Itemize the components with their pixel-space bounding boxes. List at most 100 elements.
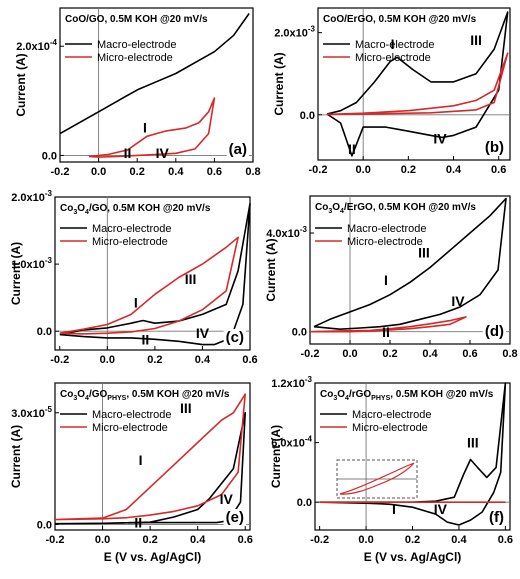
plot-frame <box>59 7 254 163</box>
legend-entry: Micro-electrode <box>92 236 168 248</box>
peak-annotation: I <box>134 295 138 311</box>
x-tick-label: -0.2 <box>301 348 320 360</box>
panel-label: (c) <box>226 329 244 346</box>
peak-annotation: II <box>134 514 142 530</box>
x-tick-label: 0.6 <box>491 164 506 176</box>
y-tick-label: 0.0 <box>37 519 52 531</box>
peak-annotation: IV <box>220 491 234 507</box>
x-tick-label: 0.2 <box>405 534 420 546</box>
micro-electrodecurve <box>309 316 467 333</box>
panel-f: -0.2 0.0 0.2 0.4 0.6 0.0 6.0x10-4 1.2x10-3 Curre… <box>269 375 513 564</box>
peak-annotation: IV <box>434 501 448 517</box>
x-axis-label: E (V vs. Ag/AgCl) <box>104 550 202 564</box>
panel-label-bg <box>223 329 246 346</box>
micro-electrodecurve <box>88 97 216 158</box>
y-axis-label: Current (A) <box>14 53 28 116</box>
legend-entry: Micro-electrode <box>352 422 428 434</box>
peak-annotation: II <box>124 145 132 161</box>
y-tick-label: 0.0 <box>37 326 52 338</box>
peak-annotation: I <box>384 272 388 288</box>
y-tick-label: 2.0x10-3 <box>274 25 315 40</box>
x-tick-label: 0.8 <box>245 166 260 178</box>
y-axis-label: Current (A) <box>9 242 23 305</box>
peak-annotation: II <box>141 332 149 348</box>
macro-electrodecurve <box>313 197 507 330</box>
peak-annotation: IV <box>196 325 210 341</box>
panel-title: CoO/GO, 0.5M KOH @20 mV/s <box>65 14 208 25</box>
y-tick-label: 2.0x10-3 <box>11 189 52 204</box>
x-tick-label: 0.6 <box>498 534 513 546</box>
macro-electrodecurve <box>326 11 509 157</box>
x-tick-label: -0.2 <box>46 534 65 546</box>
x-tick-label: 0.2 <box>401 164 416 176</box>
x-tick-label: 0.8 <box>502 348 517 360</box>
macro-electrodecurve <box>54 412 246 525</box>
y-axis-label: Current (A) <box>272 52 286 115</box>
x-tick-label: 0.6 <box>207 166 222 178</box>
inset-zoom-box <box>336 459 418 499</box>
x-tick-label: 0.2 <box>142 534 157 546</box>
panel-label: (f) <box>489 509 504 526</box>
legend-entry: Macro-electrode <box>92 223 171 235</box>
y-axis-label: Current (A) <box>9 425 23 488</box>
panel-label: (a) <box>229 141 247 158</box>
x-tick-label: 0.2 <box>130 166 145 178</box>
x-tick-label: 0.6 <box>242 354 257 366</box>
x-tick-label: 0.6 <box>238 534 253 546</box>
x-tick-label: 0.0 <box>100 354 115 366</box>
plot-frame <box>54 382 251 531</box>
legend-entry: Macro-electrode <box>347 223 426 235</box>
peak-annotation: II <box>348 141 356 157</box>
panel-label: (b) <box>485 139 504 156</box>
y-tick-label: 6.0x10-4 <box>271 435 312 450</box>
panel-title: Co3O4/GOPHYS, 0.5M KOH @20 mV/s <box>60 389 230 402</box>
peak-annotation: III <box>180 400 192 416</box>
x-tick-label: -0.2 <box>51 166 70 178</box>
panel-title: CoO/ErGO, 0.5M KOH @20 mV/s <box>323 14 477 25</box>
panel-label-bg <box>223 509 246 526</box>
peak-annotation: III <box>470 32 482 48</box>
x-tick-label: 0.2 <box>147 354 162 366</box>
y-tick-label: 1.0x10-3 <box>11 256 52 271</box>
x-tick-label: 0.0 <box>358 534 373 546</box>
panel-title: Co3O4/GO, 0.5M KOH @20 mV/s <box>60 203 211 216</box>
plot-frame <box>317 7 511 161</box>
y-tick-label: 0.0 <box>42 150 57 162</box>
panel-title: Co3O4/rGOPHYS, 0.5M KOH @20 mV/s <box>320 389 494 402</box>
legend-entry: Micro-electrode <box>347 236 423 248</box>
macro-electrodecurve <box>59 202 251 346</box>
y-tick-label: 3.0x10-5 <box>11 405 52 420</box>
peak-annotation: III <box>418 245 430 261</box>
micro-electrodecurve <box>326 52 509 116</box>
legend-entry: Macro-electrode <box>92 409 171 421</box>
peak-annotation: II <box>382 324 390 340</box>
panel-label-bg <box>226 141 249 158</box>
peak-annotation: I <box>143 120 147 136</box>
x-tick-label: -0.2 <box>310 534 329 546</box>
plot-frame <box>54 196 251 351</box>
peak-annotation: I <box>391 36 395 52</box>
panel-b: -0.2 0.0 0.2 0.4 0.6 0.0 2.0x10-3 Current (A) Co… <box>272 7 511 176</box>
legend-entry: Macro-electrode <box>355 39 434 51</box>
macro-electrodecurve <box>59 13 250 135</box>
x-tick-label: 0.4 <box>190 534 206 546</box>
legend-entry: Micro-electrode <box>97 52 173 64</box>
y-tick-label: 1.2x10-3 <box>271 375 312 390</box>
panel-label: (e) <box>226 509 244 526</box>
legend-entry: Macro-electrode <box>97 39 176 51</box>
micro-electrodecurve <box>54 393 246 521</box>
peak-annotation: IV <box>156 145 170 161</box>
x-tick-label: 0.4 <box>446 164 462 176</box>
panel-c: -0.2 0.0 0.2 0.4 0.6 0.0 1.0x10-3 2.0x10-3 Curre… <box>9 189 258 366</box>
x-tick-label: 0.0 <box>342 348 357 360</box>
x-tick-label: 0.0 <box>91 166 106 178</box>
peak-annotation: I <box>392 501 396 517</box>
panel-e: -0.2 0.0 0.2 0.4 0.6 0.0 3.0x10-5 Current (A) E … <box>9 382 253 564</box>
x-tick-label: -0.2 <box>309 164 328 176</box>
x-tick-label: 0.6 <box>462 348 477 360</box>
panel-title: Co3O4/ErGO, 0.5M KOH @20 mV/s <box>315 202 476 215</box>
y-tick-label: 2.0x10-4 <box>16 38 57 53</box>
x-tick-label: 0.4 <box>168 166 184 178</box>
